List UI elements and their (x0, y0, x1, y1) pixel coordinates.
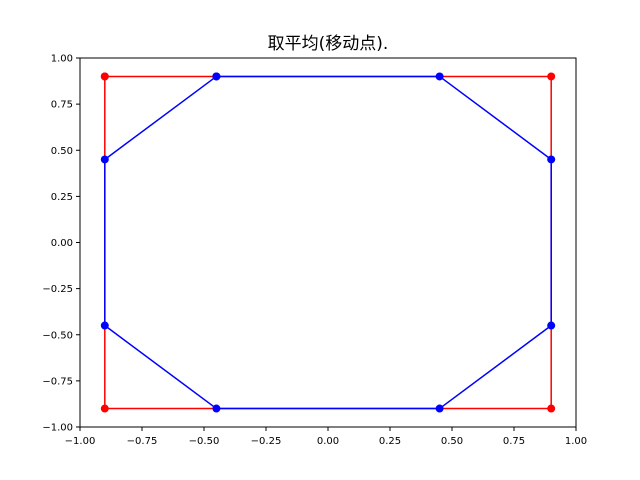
x-tick-label: −0.75 (127, 436, 158, 447)
x-tick-label: 0.50 (441, 436, 463, 447)
series-1-point (100, 155, 109, 164)
x-tick-label: 0.75 (503, 436, 525, 447)
x-tick-label: −1.00 (65, 436, 96, 447)
series-1-point (212, 72, 221, 81)
series-0-point (547, 404, 556, 413)
series-0-point (547, 72, 556, 81)
series-1-point (547, 155, 556, 164)
chart-title: 取平均(移动点). (268, 34, 389, 54)
series-1-point (435, 72, 444, 81)
x-tick-label: −0.50 (189, 436, 220, 447)
y-axis: −1.00 −0.75 −0.50 −0.25 0.00 0.25 0.50 0.75 1.00 (42, 54, 80, 434)
series-0-point (100, 404, 109, 413)
series-line-0 (104, 75, 552, 410)
x-axis: −1.00 −0.75 −0.50 −0.25 0.00 0.25 0.50 0.75 1.00 (65, 427, 587, 447)
series-1-point (547, 321, 556, 330)
y-tick-label: −1.00 (42, 423, 73, 434)
x-tick-label: 1.00 (565, 436, 587, 447)
x-tick-label: −0.25 (251, 436, 282, 447)
x-tick-label: 0.25 (379, 436, 401, 447)
y-tick-label: 1.00 (51, 54, 73, 65)
y-tick-label: 0.50 (51, 146, 73, 157)
series-0-point (100, 72, 109, 81)
y-tick-label: 0.00 (51, 238, 73, 249)
y-tick-label: −0.75 (42, 376, 73, 387)
x-tick-label: 0.00 (317, 436, 339, 447)
y-tick-label: 0.75 (51, 100, 73, 111)
y-tick-label: −0.50 (42, 330, 73, 341)
series-layer (100, 72, 556, 413)
axes-frame (79, 57, 577, 428)
y-tick-label: 0.25 (51, 192, 73, 203)
y-tick-label: −0.25 (42, 284, 73, 295)
series-1-point (435, 404, 444, 413)
series-1-point (212, 404, 221, 413)
series-1-point (100, 321, 109, 330)
series-line-1 (104, 75, 552, 410)
